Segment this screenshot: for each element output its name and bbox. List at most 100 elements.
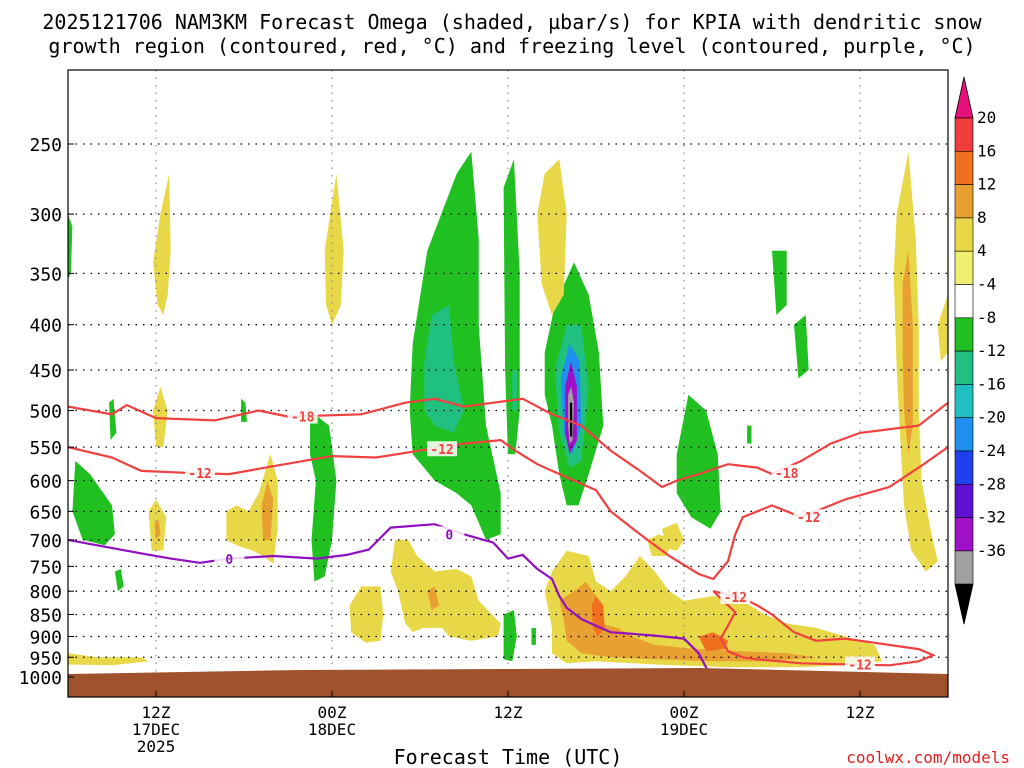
y-tick-label: 450 xyxy=(29,361,62,382)
isotherm-label-bg xyxy=(720,588,751,604)
colorbar-band xyxy=(954,450,974,485)
y-tick-label: 300 xyxy=(29,205,62,226)
colorbar-band xyxy=(954,151,974,185)
colorbar-band xyxy=(954,417,974,452)
y-tick-label: 400 xyxy=(29,316,62,337)
y-tick-label: 750 xyxy=(29,557,62,578)
colorbar-level-label: 8 xyxy=(977,208,987,227)
colorbar-level-label: 12 xyxy=(977,175,996,194)
omega-region-upward-left-edge xyxy=(68,214,73,279)
omega-region-upward-right-43 xyxy=(676,394,721,529)
omega-region-down-low-20 xyxy=(349,586,384,643)
colorbar-band xyxy=(954,384,974,418)
omega-region-down-low-24 xyxy=(390,539,501,641)
x-tick-label: 00Z xyxy=(670,703,699,722)
colorbar-level-label: -20 xyxy=(977,408,1006,427)
isotherm-label: -12 xyxy=(188,467,211,482)
x-axis-label: Forecast Time (UTC) xyxy=(394,745,623,768)
colorbar-level-label: -12 xyxy=(977,341,1006,360)
omega-region-upward-col-17 xyxy=(310,410,337,582)
x-tick-label: 18DEC xyxy=(308,720,356,739)
colorbar-level-label: 20 xyxy=(977,108,996,127)
credit-text: coolwx.com/models xyxy=(846,748,1010,767)
isotherm-label: 0 xyxy=(445,528,453,543)
isotherm-label: -12 xyxy=(848,658,871,673)
x-tick-label: 12Z xyxy=(846,703,875,722)
omega-region-down-col-6 xyxy=(153,173,171,315)
isotherm-label: -12 xyxy=(797,511,820,526)
omega-region-down-top-32 xyxy=(537,159,567,315)
isotherm-label: -18 xyxy=(291,411,315,426)
isotherm-label: -12 xyxy=(724,591,747,606)
y-tick-label: 650 xyxy=(29,502,62,523)
y-tick-label: 250 xyxy=(29,135,62,156)
omega-region-down-col-12-inner xyxy=(261,480,274,540)
omega-region-upward-small-2 xyxy=(109,398,117,441)
x-tick-label: 00Z xyxy=(318,703,347,722)
isotherm-label: 0 xyxy=(225,553,233,568)
colorbar-level-label: -16 xyxy=(977,374,1006,393)
omega-region-down-col-6b xyxy=(153,386,168,448)
colorbar: 20 16 12 8 4 -4 -8 -12 -16 -20 -24 -28 -32 -36 xyxy=(954,76,1006,625)
omega-region-upward-small-52 xyxy=(772,250,787,315)
omega-region-upward-mid-31 xyxy=(512,370,517,411)
colorbar-level-label: -28 xyxy=(977,474,1006,493)
omega-region-down-low-24-inner xyxy=(427,586,440,610)
x-tick-label: 12Z xyxy=(494,703,523,722)
isotherm-label-bg xyxy=(845,656,875,672)
y-tick-label: 800 xyxy=(29,582,62,603)
colorbar-level-label: -24 xyxy=(977,441,1006,460)
y-tick-label: 350 xyxy=(29,264,62,285)
omega-region-upward-tiny-48 xyxy=(747,425,752,444)
omega-region-down-low-36-orange xyxy=(559,581,816,662)
colorbar-level-label: 16 xyxy=(977,141,996,160)
y-tick-label: 1000 xyxy=(19,668,62,689)
colorbar-band xyxy=(954,184,974,219)
y-axis: 250 300 350 400 450 500 550 600 650 700 750 800 850 9… xyxy=(19,135,74,689)
isotherm-label-bg xyxy=(214,551,245,567)
omega-region-upward-low-30 xyxy=(503,610,517,662)
isotherm-label-bg xyxy=(434,526,465,542)
colorbar-band xyxy=(954,317,974,352)
colorbar-level-label: -36 xyxy=(977,541,1006,560)
y-tick-label: 550 xyxy=(29,438,62,459)
colorbar-level-label: -8 xyxy=(977,308,996,327)
colorbar-band xyxy=(954,517,974,552)
x-tick-label: 19DEC xyxy=(660,720,708,739)
y-tick-label: 500 xyxy=(29,402,62,423)
terrain-fill xyxy=(68,668,948,697)
colorbar-level-label: -4 xyxy=(977,275,996,294)
omega-region-down-right-59 xyxy=(937,294,948,362)
omega-region-upward-small-1 xyxy=(114,568,124,592)
isotherm-label-bg xyxy=(287,408,318,424)
colorbar-band xyxy=(954,250,974,285)
isotherm-label: -18 xyxy=(775,467,799,482)
colorbar-level-label: 4 xyxy=(977,241,987,260)
chart-title-line2: growth region (contoured, red, °C) and f… xyxy=(48,34,975,58)
omega-region-down-col-6c-inner xyxy=(154,520,161,540)
colorbar-band xyxy=(954,550,974,585)
isotherm-label: -12 xyxy=(430,443,453,458)
omega-region-upward-cyan-main xyxy=(424,305,464,433)
colorbar-band xyxy=(954,483,974,518)
isotherm-label-bg xyxy=(793,509,824,525)
omega-region-upward-small-51 xyxy=(794,315,809,379)
omega-region-down-col-18 xyxy=(324,173,344,325)
omega-region-down-low-left xyxy=(68,653,149,666)
y-tick-label: 950 xyxy=(29,648,62,669)
isotherm-2 xyxy=(712,590,937,667)
colorbar-band xyxy=(954,284,974,319)
colorbar-bottom-arrow xyxy=(954,583,974,625)
y-tick-label: 600 xyxy=(29,472,62,493)
x-tick-label: 17DEC xyxy=(132,720,180,739)
omega-region-down-right-58 xyxy=(893,151,938,572)
colorbar-top-arrow xyxy=(954,76,974,119)
omega-region-upward-jet-black xyxy=(569,402,573,437)
y-tick-label: 850 xyxy=(29,606,62,627)
colorbar-band xyxy=(954,117,974,152)
isotherm-label-bg xyxy=(427,441,457,457)
y-tick-label: 700 xyxy=(29,531,62,552)
isotherm-label-bg xyxy=(185,464,215,480)
